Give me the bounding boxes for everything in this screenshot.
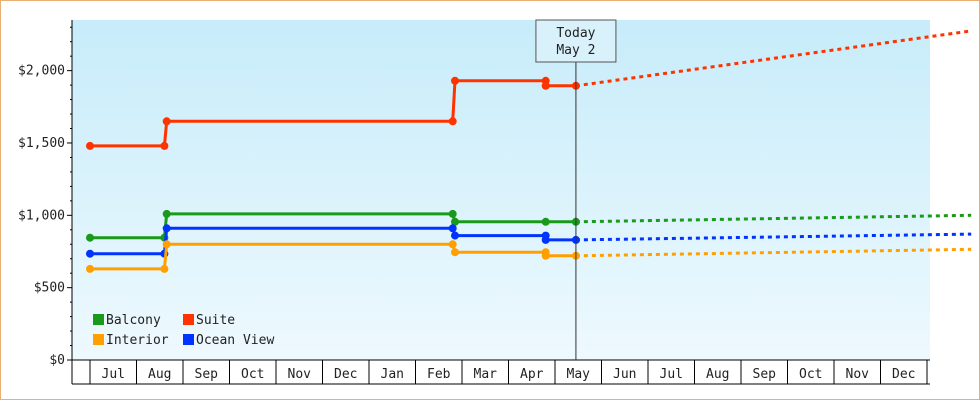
data-point-balcony	[541, 217, 550, 226]
today-label: May 2	[556, 43, 595, 58]
data-point-ocean-view	[162, 224, 171, 233]
x-month-label: Oct	[241, 367, 264, 382]
x-month-label: Nov	[288, 367, 312, 382]
data-point-balcony	[448, 209, 457, 218]
data-point-suite	[541, 81, 550, 90]
legend-label-balcony: Balcony	[106, 313, 161, 328]
legend-swatch-balcony	[93, 314, 104, 325]
x-month-label: Nov	[846, 367, 870, 382]
plot-background	[72, 20, 930, 360]
legend-label-interior: Interior	[106, 333, 169, 348]
y-tick-label: $500	[34, 281, 65, 296]
today-box	[535, 19, 617, 63]
x-month-label: May	[567, 367, 591, 382]
data-point-interior	[160, 264, 169, 273]
y-tick-label: $1,000	[18, 208, 65, 223]
y-tick-label: $1,500	[18, 136, 65, 151]
data-point-suite	[162, 117, 171, 126]
data-point-ocean-view	[451, 231, 459, 240]
x-month-label: Sep	[753, 367, 777, 382]
data-point-interior	[86, 264, 94, 273]
x-month-label: Aug	[148, 367, 171, 382]
x-month-label: Jul	[660, 367, 683, 382]
x-month-label: Jul	[102, 367, 125, 382]
y-tick-label: $2,000	[18, 64, 65, 79]
today-label: Today	[556, 26, 595, 41]
data-point-suite	[160, 141, 169, 150]
data-point-interior	[541, 251, 550, 260]
x-month-label: Jun	[613, 367, 636, 382]
data-point-ocean-view	[541, 235, 550, 244]
legend-swatch-ocean-view	[183, 334, 194, 345]
data-point-balcony	[451, 217, 459, 226]
x-month-label: Aug	[706, 367, 729, 382]
legend-label-suite: Suite	[196, 313, 235, 328]
x-month-label: Oct	[799, 367, 822, 382]
data-point-interior	[448, 240, 457, 249]
legend-label-ocean-view: Ocean View	[196, 333, 274, 348]
forecast-line-suite	[575, 29, 972, 88]
data-point-suite	[448, 117, 457, 126]
legend-swatch-interior	[93, 334, 104, 345]
series-line-balcony	[90, 212, 576, 240]
data-point-balcony	[86, 233, 94, 242]
data-point-interior	[162, 240, 171, 249]
data-point-suite	[451, 76, 459, 85]
forecast-line-balcony	[575, 213, 972, 224]
legend-swatch-suite	[183, 314, 194, 325]
data-point-suite	[86, 141, 94, 150]
forecast-line-interior	[575, 247, 972, 258]
x-month-label: Mar	[474, 367, 498, 382]
data-point-ocean-view	[86, 249, 94, 258]
data-point-ocean-view	[448, 224, 457, 233]
x-month-label: Dec	[892, 367, 915, 382]
x-month-label: Sep	[195, 367, 219, 382]
y-tick-label: $0	[49, 353, 65, 368]
forecast-line-ocean-view	[575, 232, 972, 242]
data-point-interior	[451, 248, 459, 257]
data-point-balcony	[162, 209, 171, 218]
x-month-label: Apr	[520, 367, 544, 382]
x-month-label: Feb	[427, 367, 451, 382]
x-month-label: Jan	[381, 367, 404, 382]
x-month-label: Dec	[334, 367, 357, 382]
